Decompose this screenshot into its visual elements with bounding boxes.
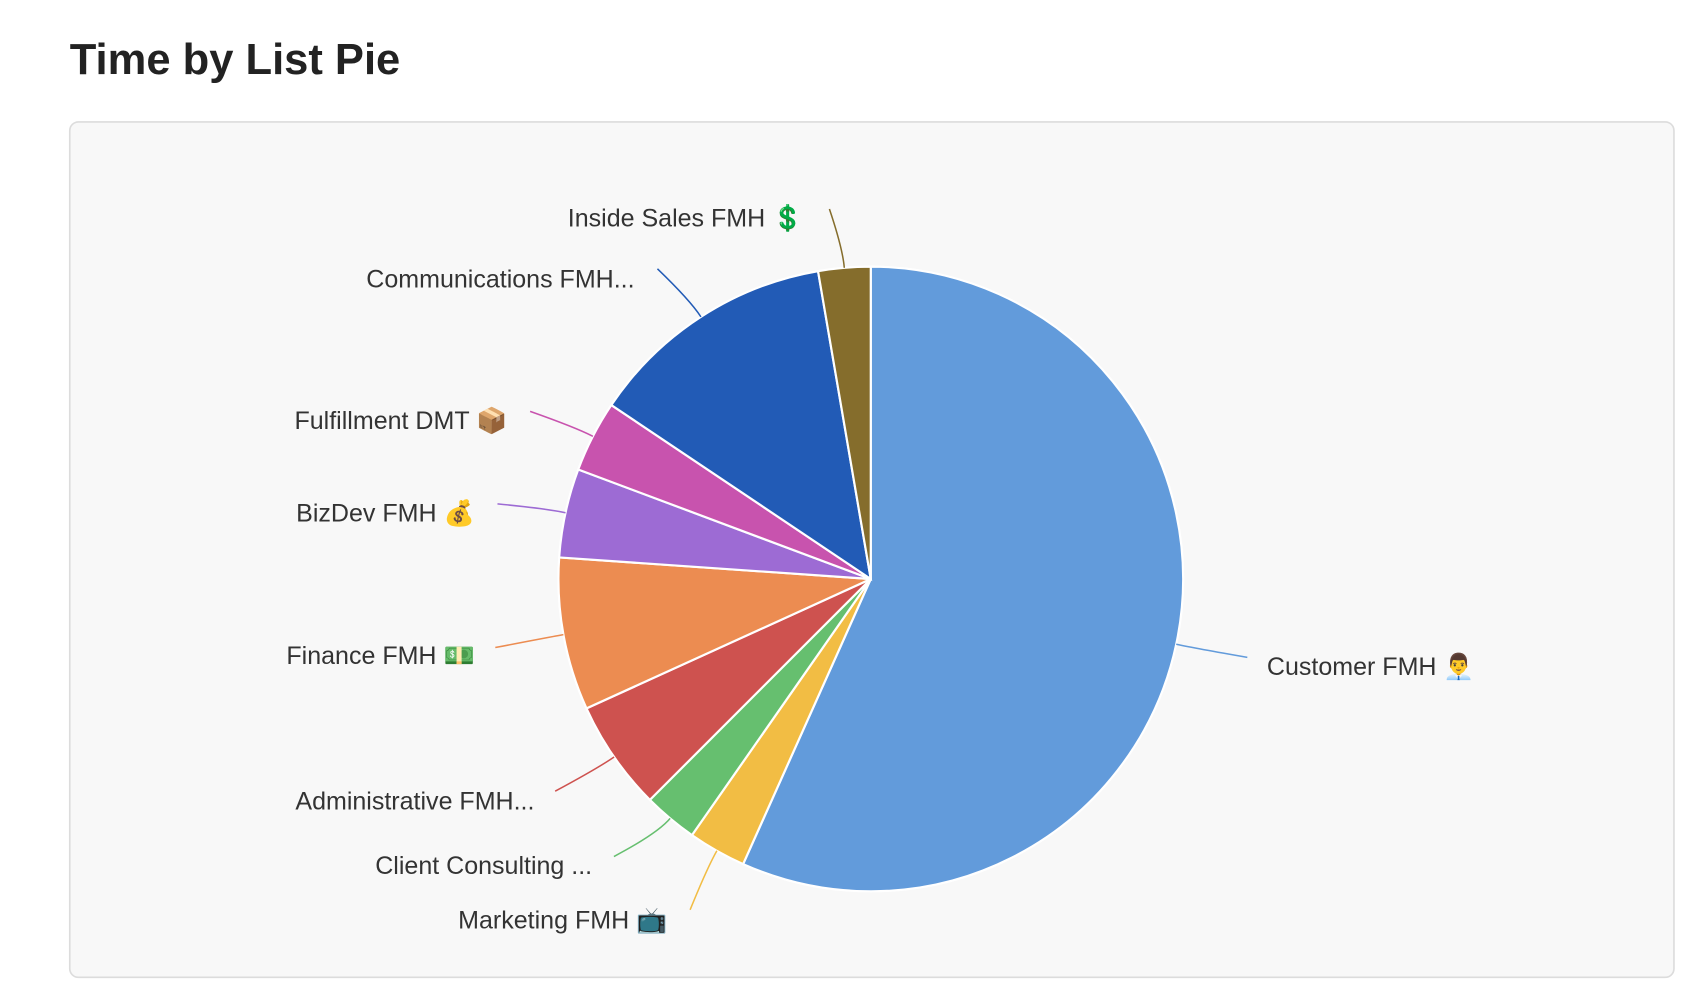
leader-line	[497, 503, 566, 514]
slice-label: Administrative FMH...	[295, 788, 534, 816]
chart-title: Time by List Pie	[70, 36, 401, 84]
pie-slices	[557, 265, 1185, 893]
pie-slice[interactable]	[609, 269, 873, 582]
pie-slice[interactable]	[557, 556, 872, 710]
leader-line	[828, 208, 846, 268]
pie-slice[interactable]	[816, 265, 872, 580]
slice-label: Marketing FMH 📺	[458, 906, 667, 934]
leader-line	[689, 850, 718, 911]
slice-label: Communications FMH...	[366, 265, 634, 293]
slice-label: Inside Sales FMH 💲	[568, 203, 804, 232]
slice-label: Fulfillment DMT 📦	[294, 406, 507, 435]
pie-labels: Customer FMH 👨‍💼 Marketing FMH 📺 Client Co…	[286, 203, 1474, 934]
slice-label: Finance FMH 💵	[286, 642, 474, 670]
leader-line	[529, 410, 594, 437]
leader-line	[554, 756, 615, 792]
slice-label: Customer FMH 👨‍💼	[1267, 652, 1475, 681]
leader-line	[613, 817, 671, 858]
leader-line	[656, 268, 702, 318]
slice-label: Client Consulting ...	[375, 852, 592, 880]
slice-label: BizDev FMH 💰	[296, 498, 474, 528]
leader-line	[495, 633, 564, 649]
pie-slice[interactable]	[741, 265, 1185, 893]
leader-line	[1176, 643, 1248, 659]
